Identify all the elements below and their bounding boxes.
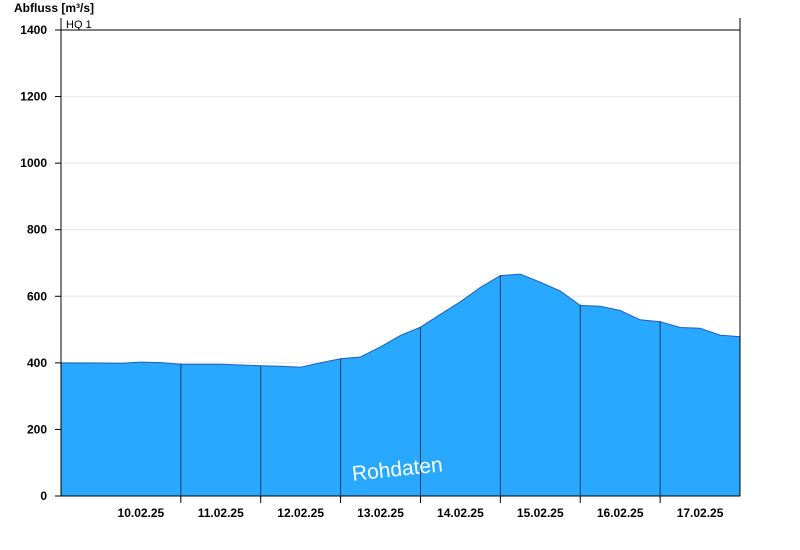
y-tick-label: 1400 (20, 23, 47, 37)
y-tick-label: 400 (27, 356, 47, 370)
y-tick-label: 800 (27, 223, 47, 237)
x-tick-label: 17.02.25 (677, 506, 724, 520)
x-axis: 10.02.25 11.02.25 12.02.25 13.02.25 14.02.25… (118, 496, 724, 520)
plot-frame (60, 18, 741, 497)
x-tick-label: 13.02.25 (357, 506, 404, 520)
x-tick-label: 15.02.25 (517, 506, 564, 520)
threshold-label: HQ 1 (66, 19, 92, 31)
x-tick-label: 12.02.25 (277, 506, 324, 520)
y-tick-label: 200 (27, 422, 47, 436)
y-tick-label: 1000 (20, 156, 47, 170)
y-axis: 0 200 400 600 800 1000 1200 1400 (20, 23, 61, 503)
discharge-area (60, 273, 741, 497)
x-tick-label: 10.02.25 (118, 506, 165, 520)
y-tick-label: 0 (40, 489, 47, 503)
x-tick-label: 11.02.25 (198, 506, 244, 520)
day-boundaries (180, 274, 661, 496)
x-tick-label: 16.02.25 (597, 506, 644, 520)
x-tick-label: 14.02.25 (437, 506, 484, 520)
y-axis-label: Abfluss [m³/s] (14, 1, 94, 15)
y-tick-label: 600 (27, 289, 47, 303)
y-tick-label: 1200 (20, 90, 47, 104)
